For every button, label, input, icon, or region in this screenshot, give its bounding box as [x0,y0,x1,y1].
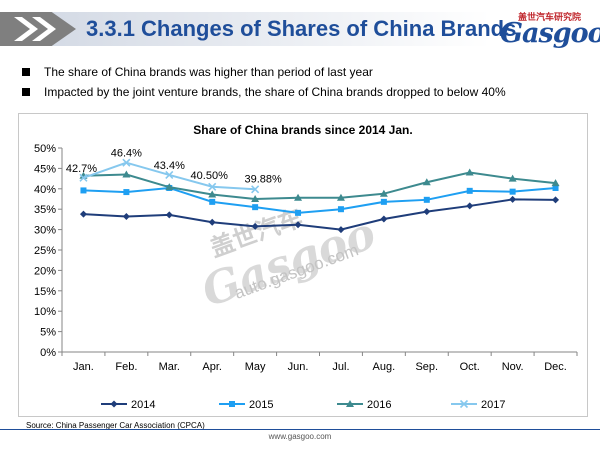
bullet-item: The share of China brands was higher tha… [18,62,588,82]
x-tick-label: Jul. [332,361,349,373]
y-tick-label: 45% [34,163,56,175]
gasgoo-logo: 盖世汽车研究院 Gasgoo [500,10,600,49]
point-2014 [552,196,560,204]
point-2017 [79,173,88,182]
point-2014 [79,210,87,218]
source-note: Source: China Passenger Car Association … [26,421,205,430]
footer-divider [0,429,600,430]
legend-marker-2017 [459,399,469,409]
point-2015 [123,189,130,196]
point-2016 [379,189,388,197]
x-tick-label: Sep. [415,361,438,373]
x-tick-label: May [245,361,266,373]
point-2016 [508,174,517,182]
y-tick-label: 35% [34,204,56,216]
series-line-2015 [83,186,556,214]
y-tick-label: 40% [34,184,56,196]
point-2016 [251,195,260,202]
point-2016 [465,168,474,176]
point-2016 [422,178,431,186]
x-tick-label: Apr. [202,361,222,373]
point-2017 [122,158,131,167]
point-2014 [466,202,474,210]
chart-container: 盖世汽车 Gasgoo auto.gasgoo.com Share of China … [18,113,588,417]
point-2015 [209,198,216,205]
point-2014 [294,221,302,229]
data-label: 40.50% [191,170,229,182]
data-label: 42.7% [66,163,97,175]
point-2014 [423,208,431,216]
point-2016 [551,179,560,187]
y-tick-label: 50% [34,143,56,155]
point-2016 [122,170,131,178]
y-tick-label: 0% [40,347,56,359]
series-line-2014 [83,198,556,231]
title-bar: 3.3.1 Changes of Shares of China Brands [0,12,516,46]
y-tick-label: 30% [34,225,56,237]
point-2015 [509,188,516,195]
double-chevron-icon [14,17,56,41]
point-2017 [165,170,174,179]
x-tick-label: Dec. [544,361,567,373]
point-2016 [165,183,174,191]
legend-label-2015: 2015 [249,399,273,411]
point-2015 [380,198,387,205]
logo-chinese-text: 盖世汽车研究院 [518,13,582,23]
point-2016 [294,193,303,201]
point-2014 [337,226,345,234]
series-line-2016 [83,171,556,201]
point-2017 [251,185,260,194]
y-tick-label: 15% [34,286,56,298]
point-2014 [208,218,216,226]
point-2015 [252,204,259,211]
point-2015 [80,187,87,194]
point-2015 [337,206,344,213]
logo-english-text: Gasgoo [500,18,600,49]
point-2014 [251,222,259,230]
x-tick-label: Feb. [115,361,137,373]
point-2014 [165,211,173,219]
legend-marker-2015 [229,401,235,407]
point-2015 [552,184,559,191]
x-tick-label: Jun. [288,361,309,373]
point-2017 [208,182,217,191]
y-tick-label: 5% [40,327,56,339]
x-tick-label: Jan. [73,361,94,373]
x-tick-label: Oct. [460,361,480,373]
y-tick-label: 25% [34,245,56,257]
y-tick-label: 10% [34,306,56,318]
legend-label-2014: 2014 [131,399,155,411]
x-tick-label: Aug. [373,361,396,373]
chart-title: Share of China brands since 2014 Jan. [193,123,412,137]
legend-label-2017: 2017 [481,399,505,411]
point-2014 [380,215,388,223]
data-label: 39.88% [244,173,282,185]
data-label: 43.4% [154,160,185,172]
legend-marker-2014 [110,400,118,408]
point-2015 [423,196,430,203]
bullet-item: Impacted by the joint venture brands, th… [18,82,588,102]
bullet-list: The share of China brands was higher tha… [18,62,588,102]
legend-marker-2016 [346,400,354,407]
footer-url: www.gasgoo.com [268,432,332,441]
x-tick-label: Mar. [159,361,180,373]
point-2016 [336,193,345,201]
y-tick-label: 20% [34,265,56,277]
point-2016 [208,190,217,198]
x-tick-label: Nov. [502,361,524,373]
chevron-badge [0,12,76,46]
page-title: 3.3.1 Changes of Shares of China Brands [86,16,517,41]
point-2014 [509,195,517,203]
point-2015 [466,187,473,194]
legend-label-2016: 2016 [367,399,391,411]
slide-header: 3.3.1 Changes of Shares of China Brands … [0,0,600,56]
data-label: 46.4% [111,148,142,160]
point-2014 [122,213,130,221]
point-2015 [295,209,302,216]
